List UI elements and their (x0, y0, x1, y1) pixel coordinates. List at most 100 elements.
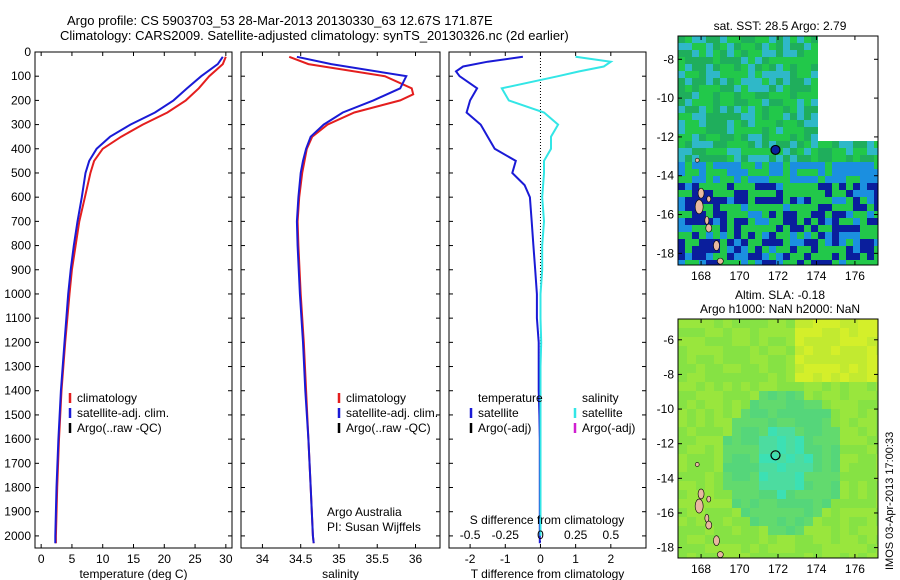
map-cell (714, 472, 723, 481)
map-cell (797, 232, 804, 239)
x-tick-label: 172 (768, 269, 788, 283)
map-cell (783, 127, 790, 134)
map-cell (687, 391, 696, 400)
map-cell (813, 373, 822, 382)
map-cell (678, 246, 685, 253)
map-cell (713, 211, 720, 218)
map-cell (692, 183, 699, 190)
map-cell (846, 183, 853, 190)
map-cell (818, 218, 825, 225)
map-cell (776, 260, 783, 265)
map-cell (723, 346, 732, 355)
map-cell (804, 373, 813, 382)
map-cell (783, 92, 790, 99)
map-cell (786, 337, 795, 346)
map-cell (831, 517, 840, 526)
map-cell (696, 427, 705, 436)
map-cell (727, 127, 734, 134)
map-cell (720, 78, 727, 85)
map-cell (797, 155, 804, 162)
map-cell (762, 85, 769, 92)
map-cell (874, 197, 878, 204)
map-cell (813, 436, 822, 445)
map-cell (840, 472, 849, 481)
x-tick-label: 170 (730, 562, 750, 576)
map-cell (867, 71, 874, 78)
map-cell (832, 43, 839, 50)
map-cell (732, 409, 741, 418)
map-cell (776, 204, 783, 211)
map-cell (790, 127, 797, 134)
map-cell (825, 218, 832, 225)
map-cell (734, 211, 741, 218)
map-cell (860, 50, 867, 57)
map-cell (755, 211, 762, 218)
map-cell (853, 225, 860, 232)
map-cell (734, 120, 741, 127)
map-cell (804, 50, 811, 57)
map-cell (831, 418, 840, 427)
map-cell (813, 508, 822, 517)
map-cell (687, 508, 696, 517)
map-cell (786, 508, 795, 517)
map-cell (804, 260, 811, 265)
map-cell (804, 328, 813, 337)
map-cell (860, 106, 867, 113)
map-cell (727, 169, 734, 176)
map-cell (705, 364, 714, 373)
map-cell (699, 43, 706, 50)
map-cell (867, 64, 874, 71)
map-cell (750, 400, 759, 409)
map-cell (732, 319, 741, 328)
map-cell (804, 355, 813, 364)
map-cell (832, 113, 839, 120)
map-cell (692, 218, 699, 225)
map-cell (685, 246, 692, 253)
map-cell (811, 197, 818, 204)
map-cell (867, 239, 874, 246)
map-cell (825, 85, 832, 92)
map-cell (804, 400, 813, 409)
map-cell (783, 246, 790, 253)
map-cell (790, 99, 797, 106)
map-cell (849, 391, 858, 400)
x-axis-label: T difference from climatology (471, 567, 625, 580)
map-cell (867, 454, 876, 463)
map-cell (687, 427, 696, 436)
map-cell (696, 436, 705, 445)
map-cell (720, 71, 727, 78)
map-cell (839, 225, 846, 232)
map-cell (822, 373, 831, 382)
map-cell (762, 211, 769, 218)
map-cell (813, 391, 822, 400)
map-cell (811, 225, 818, 232)
map-cell (777, 346, 786, 355)
map-cell (795, 418, 804, 427)
map-cell (858, 409, 867, 418)
map-cell (687, 535, 696, 544)
map-cell (813, 346, 822, 355)
map-cell (831, 382, 840, 391)
map-cell (692, 57, 699, 64)
map-cell (713, 183, 720, 190)
map-cell (741, 472, 750, 481)
map-cell (727, 246, 734, 253)
x-tick-label: 174 (806, 562, 826, 576)
map-cell (849, 508, 858, 517)
map-cell (734, 36, 741, 43)
map-cell (678, 43, 685, 50)
map-cell (748, 183, 755, 190)
map-cell (741, 400, 750, 409)
map-cell (832, 211, 839, 218)
map-cell (750, 490, 759, 499)
map-cell (790, 239, 797, 246)
map-cell (750, 346, 759, 355)
map-cell (822, 391, 831, 400)
map-cell (804, 436, 813, 445)
island-shape (697, 488, 705, 500)
map-cell (846, 71, 853, 78)
map-cell (818, 99, 825, 106)
map-cell (825, 134, 832, 141)
map-cell (795, 526, 804, 535)
map-cell (860, 197, 867, 204)
